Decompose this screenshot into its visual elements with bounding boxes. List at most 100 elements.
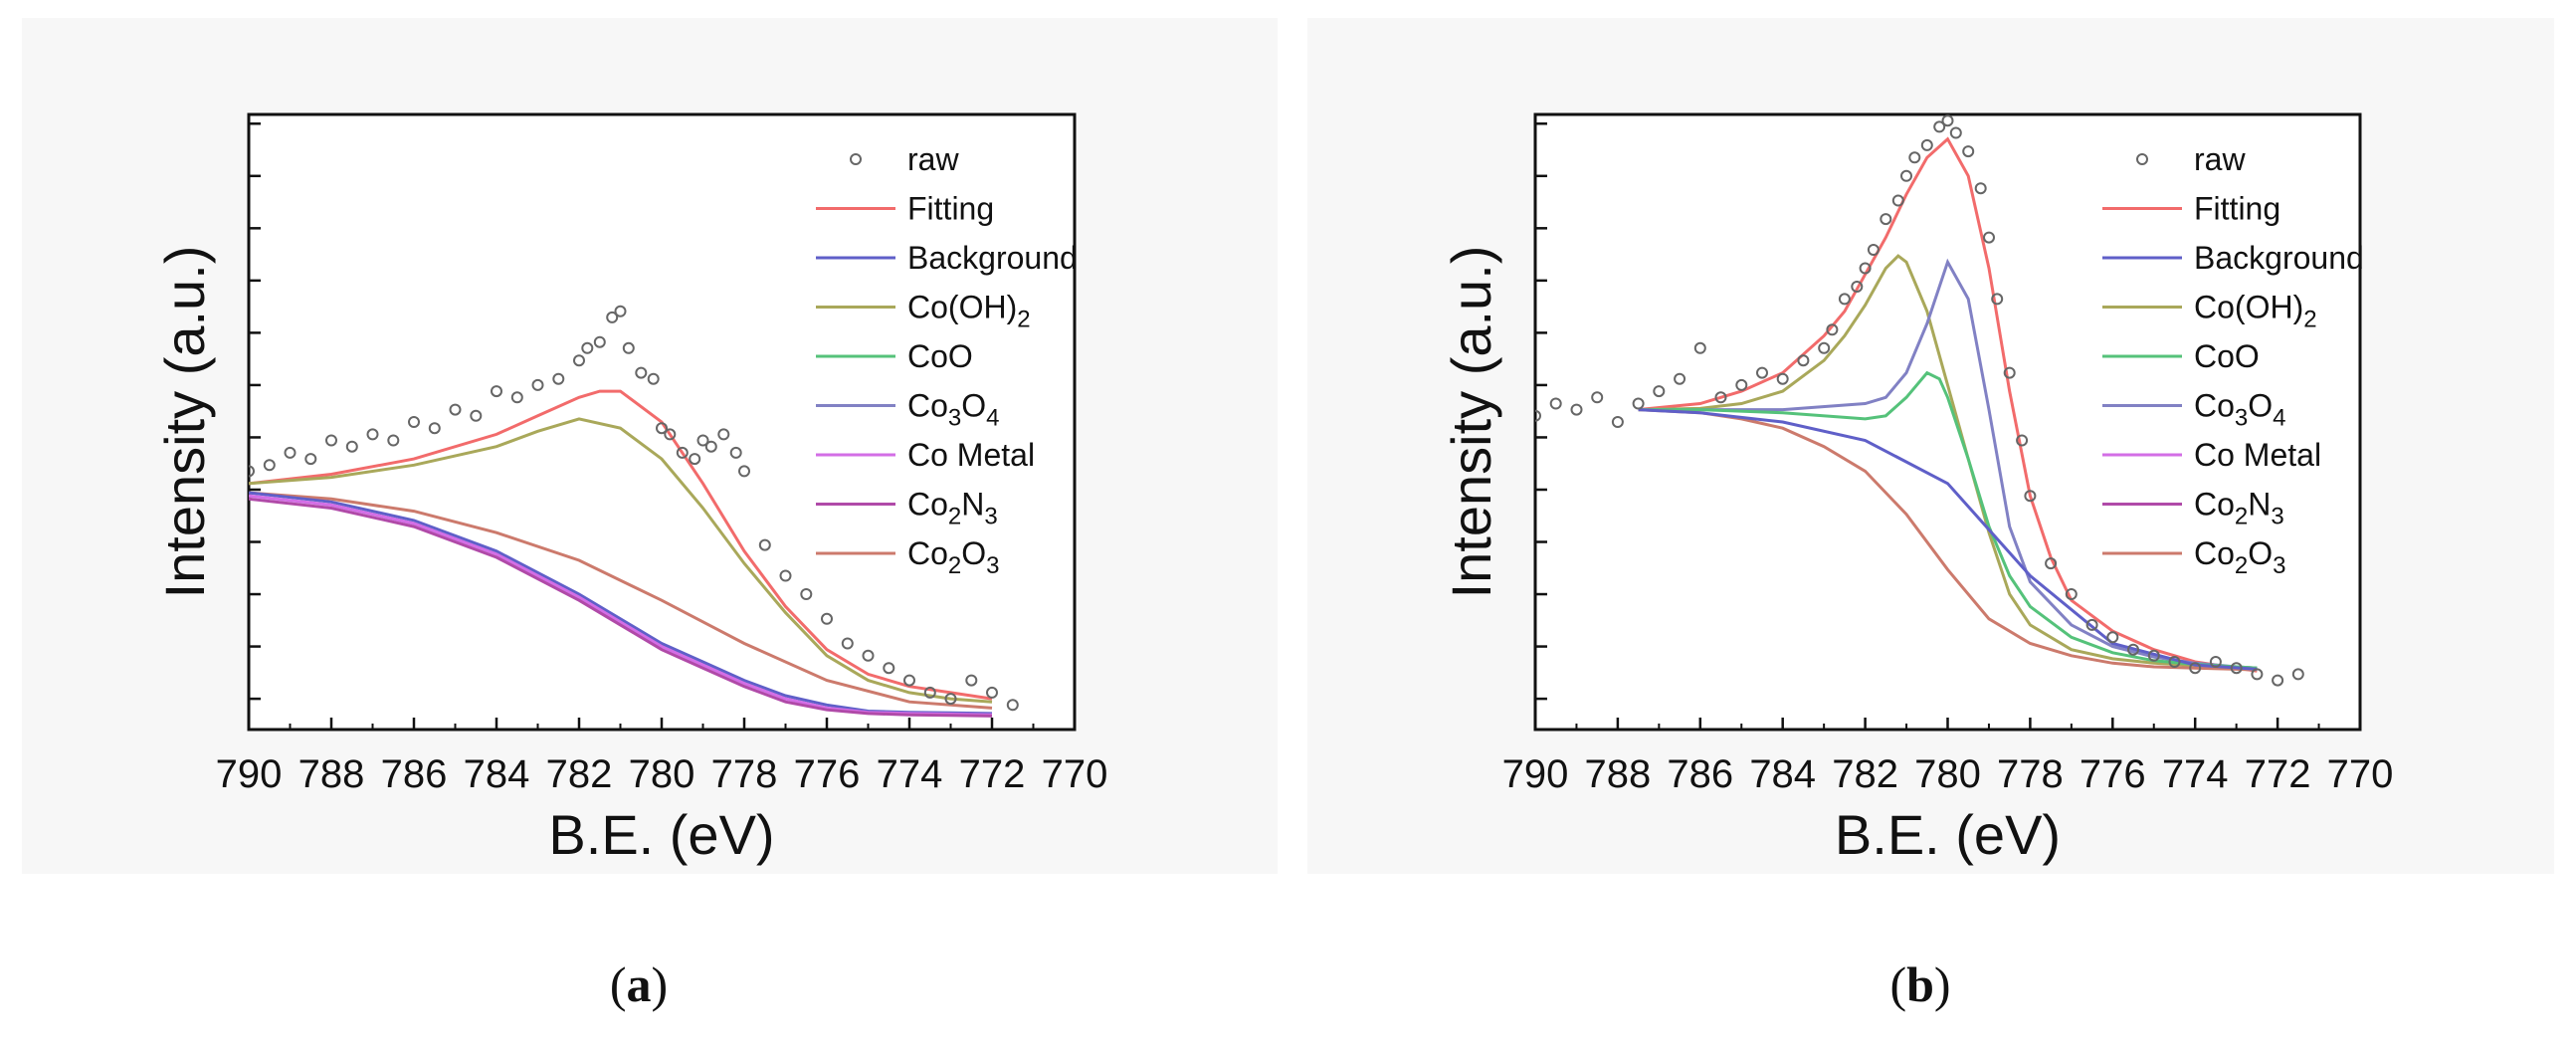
chart-a-raw-point: [345, 440, 358, 453]
chart-b-ylabel: Intensity (a.u.): [1440, 246, 1502, 599]
chart-a-raw-point: [800, 588, 813, 600]
chart-b-legend-label-co2o3: Co2​O3​: [2194, 535, 2286, 579]
chart-a-raw-point: [581, 341, 594, 354]
chart-a-raw-point: [986, 686, 998, 699]
chart-a-raw-point: [862, 649, 875, 662]
chart-b-xtick-label: 776: [2080, 752, 2146, 796]
chart-a-raw-point: [841, 637, 854, 650]
chart-a-raw-point: [944, 693, 957, 706]
chart-a-raw-point: [408, 416, 420, 428]
chart-a-legend-label-co-metal: Co Metal: [907, 437, 1035, 473]
chart-b-raw-point: [1797, 354, 1810, 367]
chart-b-series-fitting: [1638, 136, 2258, 673]
chart-a-raw-point: [606, 311, 619, 323]
chart-a-legend-label-co2n3: Co2​N3​: [907, 487, 998, 530]
chart-a-raw-point: [622, 341, 635, 354]
chart-a-raw-point: [923, 686, 936, 699]
chart-b-xtick-label: 780: [1914, 752, 1981, 796]
chart-a-xtick-label: 772: [959, 752, 1026, 796]
chart-b-xlabel: B.E. (eV): [1835, 803, 2061, 866]
chart-b-legend-label-co-oh-2: Co(OH)2​: [2194, 290, 2317, 333]
chart-a-raw-point: [263, 459, 276, 472]
chart-b-data-area: [1535, 114, 2304, 687]
chart-b-raw-point: [1859, 262, 1872, 275]
chart-a-raw-point: [366, 428, 379, 441]
chart-b-raw-point: [2065, 588, 2078, 600]
chart-a-xtick-label: 784: [464, 752, 530, 796]
chart-a-legend-label-fitting: Fitting: [907, 191, 994, 227]
chart-a-raw-point: [552, 372, 565, 385]
chart-b-raw-point: [1818, 341, 1831, 354]
chart-b-xtick-label: 786: [1667, 752, 1733, 796]
chart-b-xtick-label: 778: [1997, 752, 2064, 796]
chart-b-xtick-label: 782: [1832, 752, 1898, 796]
chart-a-raw-point: [1006, 699, 1019, 712]
chart-b-legend-label-fitting: Fitting: [2194, 191, 2280, 227]
chart-a-raw-point: [428, 422, 441, 435]
chart-a-raw-point: [304, 453, 317, 466]
chart-a-raw-point: [284, 446, 297, 459]
chart-a-legend-label-coo: CoO: [907, 338, 973, 374]
chart-b-raw-point: [2147, 649, 2160, 662]
chart-b-raw-point: [2016, 434, 2029, 447]
chart-a-raw-point: [676, 446, 689, 459]
chart-a-xtick-label: 788: [298, 752, 365, 796]
chart-a-legend-label-raw: raw: [907, 141, 959, 177]
chart-b-raw-point: [1867, 244, 1880, 256]
chart-a-xtick-label: 770: [1042, 752, 1108, 796]
chart-b-raw-point: [1838, 293, 1851, 306]
chart-b-raw-point: [1826, 323, 1839, 336]
chart-a-raw-point: [779, 569, 792, 582]
chart-a-xlabel: B.E. (eV): [548, 803, 774, 866]
chart-b-legend-label-background: Background: [2194, 240, 2364, 276]
chart-b-raw-point: [1776, 372, 1789, 385]
chart-b-raw-point: [2251, 668, 2264, 681]
chart-b-raw-point: [2168, 656, 2181, 668]
chart-a-raw-point: [903, 674, 915, 687]
chart-b-raw-point: [1693, 341, 1706, 354]
chart-b-plot-frame: [1533, 112, 2362, 732]
chart-b-raw-point: [1549, 397, 1562, 410]
chart-a-series-co-oh-2: [249, 417, 993, 704]
chart-b-xtick-label: 772: [2245, 752, 2311, 796]
chart-b-raw-point: [1962, 145, 1975, 158]
chart-a-series-fitting: [249, 389, 993, 701]
chart-b-raw-point: [1991, 293, 2004, 306]
chart-b-raw-point: [1920, 138, 1933, 151]
chart-a-series-co2n3: [249, 497, 993, 718]
chart-a-xtick-label: 780: [629, 752, 695, 796]
caption-b-letter: b: [1906, 956, 1934, 1012]
chart-b-raw-point: [2209, 656, 2222, 668]
chart-b-raw-point: [1941, 114, 1954, 127]
chart-b-raw-point: [1880, 213, 1892, 226]
chart-b-legend-marker-raw: [2136, 153, 2148, 165]
chart-b-raw-point: [1570, 403, 1583, 416]
chart-a-raw-point: [664, 428, 677, 441]
chart-a-xtick-label: 786: [381, 752, 448, 796]
chart-b-raw-point: [1714, 391, 1727, 404]
chart-b-raw-point: [1632, 397, 1645, 410]
chart-a-raw-point: [738, 465, 750, 478]
chart-b-xtick-label: 784: [1749, 752, 1816, 796]
chart-b-series-background: [1638, 408, 2258, 671]
chart-a-legend-label-co2o3: Co2​O3​: [907, 535, 1000, 579]
chart-b-raw-point: [1891, 194, 1904, 207]
chart-b-xtick-label: 770: [2327, 752, 2394, 796]
chart-b-legend-label-raw: raw: [2194, 141, 2246, 177]
chart-b-raw-point: [2291, 668, 2304, 681]
chart-b-legend-label-coo: CoO: [2194, 338, 2260, 374]
chart-a-raw-point: [656, 422, 668, 435]
chart-b-raw-point: [2189, 662, 2202, 675]
chart-b-raw-point: [1851, 281, 1864, 293]
chart-b-raw-point: [1933, 120, 1946, 133]
chart-a-raw-point: [614, 305, 627, 317]
chart-a-raw-point: [821, 612, 833, 625]
chart-a-xtick-label: 778: [711, 752, 778, 796]
chart-a-raw-point: [704, 440, 717, 453]
chart-b-raw-point: [1949, 126, 1962, 139]
chart-a-legend-label-background: Background: [907, 240, 1078, 276]
chart-a-raw-point: [635, 366, 648, 379]
chart-b-raw-point: [1591, 391, 1604, 404]
chart-b-raw-point: [1653, 385, 1666, 398]
caption-b: (b): [1889, 956, 1951, 1012]
